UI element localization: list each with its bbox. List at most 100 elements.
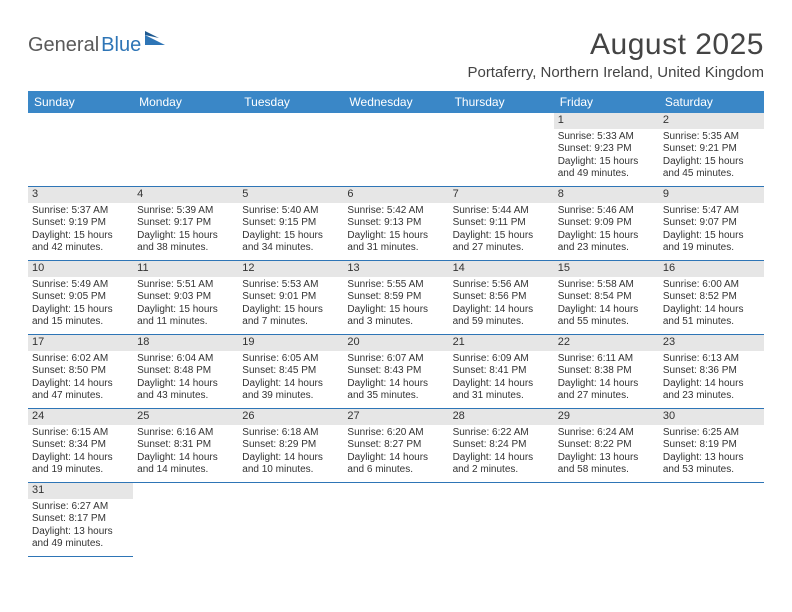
weekday-header: Sunday — [28, 91, 133, 113]
daylight-text: Daylight: 15 hours and 45 minutes. — [663, 156, 760, 181]
daylight-text: Daylight: 15 hours and 42 minutes. — [32, 230, 129, 255]
calendar-cell: 31Sunrise: 6:27 AMSunset: 8:17 PMDayligh… — [28, 483, 133, 557]
sunset-text: Sunset: 8:54 PM — [558, 291, 655, 304]
day-number: 31 — [28, 483, 133, 499]
day-number: 14 — [449, 261, 554, 277]
sunset-text: Sunset: 8:52 PM — [663, 291, 760, 304]
calendar-cell: 19Sunrise: 6:05 AMSunset: 8:45 PMDayligh… — [238, 335, 343, 409]
sunrise-text: Sunrise: 5:56 AM — [453, 279, 550, 292]
calendar-week-row: 17Sunrise: 6:02 AMSunset: 8:50 PMDayligh… — [28, 335, 764, 409]
day-number: 18 — [133, 335, 238, 351]
day-number: 4 — [133, 187, 238, 203]
sunrise-text: Sunrise: 6:16 AM — [137, 427, 234, 440]
day-number: 7 — [449, 187, 554, 203]
calendar-cell — [554, 483, 659, 557]
day-number: 22 — [554, 335, 659, 351]
daylight-text: Daylight: 14 hours and 55 minutes. — [558, 304, 655, 329]
sunrise-text: Sunrise: 5:46 AM — [558, 205, 655, 218]
sunrise-text: Sunrise: 5:37 AM — [32, 205, 129, 218]
day-number: 29 — [554, 409, 659, 425]
daylight-text: Daylight: 14 hours and 19 minutes. — [32, 452, 129, 477]
calendar-cell: 18Sunrise: 6:04 AMSunset: 8:48 PMDayligh… — [133, 335, 238, 409]
calendar-week-row: 3Sunrise: 5:37 AMSunset: 9:19 PMDaylight… — [28, 187, 764, 261]
day-number: 20 — [343, 335, 448, 351]
daylight-text: Daylight: 14 hours and 35 minutes. — [347, 378, 444, 403]
sunrise-text: Sunrise: 6:13 AM — [663, 353, 760, 366]
logo: General Blue — [28, 34, 167, 57]
calendar-cell: 1 Sunrise: 5:33 AMSunset: 9:23 PMDaylight… — [554, 113, 659, 187]
calendar-cell: 11Sunrise: 5:51 AMSunset: 9:03 PMDayligh… — [133, 261, 238, 335]
calendar-cell — [343, 113, 448, 187]
location-subtitle: Portaferry, Northern Ireland, United Kin… — [467, 64, 764, 81]
day-number: 15 — [554, 261, 659, 277]
calendar-table: SundayMondayTuesdayWednesdayThursdayFrid… — [28, 91, 764, 557]
sunrise-text: Sunrise: 6:11 AM — [558, 353, 655, 366]
daylight-text: Daylight: 14 hours and 47 minutes. — [32, 378, 129, 403]
weekday-header: Tuesday — [238, 91, 343, 113]
sunset-text: Sunset: 9:11 PM — [453, 217, 550, 230]
daylight-text: Daylight: 15 hours and 19 minutes. — [663, 230, 760, 255]
day-number: 24 — [28, 409, 133, 425]
weekday-header: Friday — [554, 91, 659, 113]
calendar-week-row: 31Sunrise: 6:27 AMSunset: 8:17 PMDayligh… — [28, 483, 764, 557]
sunrise-text: Sunrise: 5:42 AM — [347, 205, 444, 218]
title-block: August 2025 Portaferry, Northern Ireland… — [467, 28, 764, 81]
sunrise-text: Sunrise: 6:24 AM — [558, 427, 655, 440]
sunset-text: Sunset: 9:13 PM — [347, 217, 444, 230]
day-number: 10 — [28, 261, 133, 277]
logo-flag-icon — [145, 31, 167, 52]
calendar-page: General Blue August 2025 Portaferry, Nor… — [0, 0, 792, 557]
calendar-cell: 12Sunrise: 5:53 AMSunset: 9:01 PMDayligh… — [238, 261, 343, 335]
day-number: 5 — [238, 187, 343, 203]
day-number: 30 — [659, 409, 764, 425]
sunrise-text: Sunrise: 5:40 AM — [242, 205, 339, 218]
sunset-text: Sunset: 9:07 PM — [663, 217, 760, 230]
day-number: 2 — [659, 113, 764, 129]
daylight-text: Daylight: 15 hours and 49 minutes. — [558, 156, 655, 181]
calendar-cell: 25Sunrise: 6:16 AMSunset: 8:31 PMDayligh… — [133, 409, 238, 483]
day-number: 27 — [343, 409, 448, 425]
calendar-cell: 26Sunrise: 6:18 AMSunset: 8:29 PMDayligh… — [238, 409, 343, 483]
sunrise-text: Sunrise: 6:20 AM — [347, 427, 444, 440]
daylight-text: Daylight: 14 hours and 2 minutes. — [453, 452, 550, 477]
daylight-text: Daylight: 13 hours and 53 minutes. — [663, 452, 760, 477]
calendar-cell: 28Sunrise: 6:22 AMSunset: 8:24 PMDayligh… — [449, 409, 554, 483]
calendar-cell — [449, 483, 554, 557]
daylight-text: Daylight: 15 hours and 15 minutes. — [32, 304, 129, 329]
sunset-text: Sunset: 8:48 PM — [137, 365, 234, 378]
sunset-text: Sunset: 8:22 PM — [558, 439, 655, 452]
sunrise-text: Sunrise: 6:00 AM — [663, 279, 760, 292]
daylight-text: Daylight: 13 hours and 49 minutes. — [32, 526, 129, 551]
sunset-text: Sunset: 8:29 PM — [242, 439, 339, 452]
sunrise-text: Sunrise: 6:09 AM — [453, 353, 550, 366]
calendar-cell: 23Sunrise: 6:13 AMSunset: 8:36 PMDayligh… — [659, 335, 764, 409]
calendar-cell: 27Sunrise: 6:20 AMSunset: 8:27 PMDayligh… — [343, 409, 448, 483]
day-number: 1 — [554, 113, 659, 129]
sunset-text: Sunset: 9:23 PM — [558, 143, 655, 156]
day-number: 16 — [659, 261, 764, 277]
calendar-cell: 8Sunrise: 5:46 AMSunset: 9:09 PMDaylight… — [554, 187, 659, 261]
calendar-cell: 30Sunrise: 6:25 AMSunset: 8:19 PMDayligh… — [659, 409, 764, 483]
header-row: General Blue August 2025 Portaferry, Nor… — [28, 28, 764, 81]
calendar-cell: 22Sunrise: 6:11 AMSunset: 8:38 PMDayligh… — [554, 335, 659, 409]
calendar-cell: 9Sunrise: 5:47 AMSunset: 9:07 PMDaylight… — [659, 187, 764, 261]
day-number: 17 — [28, 335, 133, 351]
day-number: 11 — [133, 261, 238, 277]
sunrise-text: Sunrise: 5:33 AM — [558, 131, 655, 144]
calendar-cell: 15Sunrise: 5:58 AMSunset: 8:54 PMDayligh… — [554, 261, 659, 335]
sunrise-text: Sunrise: 5:39 AM — [137, 205, 234, 218]
day-number: 3 — [28, 187, 133, 203]
sunset-text: Sunset: 8:41 PM — [453, 365, 550, 378]
day-number: 19 — [238, 335, 343, 351]
sunset-text: Sunset: 8:59 PM — [347, 291, 444, 304]
sunset-text: Sunset: 9:01 PM — [242, 291, 339, 304]
calendar-cell — [449, 113, 554, 187]
day-number: 26 — [238, 409, 343, 425]
sunrise-text: Sunrise: 6:22 AM — [453, 427, 550, 440]
day-number: 28 — [449, 409, 554, 425]
sunrise-text: Sunrise: 6:04 AM — [137, 353, 234, 366]
daylight-text: Daylight: 14 hours and 27 minutes. — [558, 378, 655, 403]
daylight-text: Daylight: 15 hours and 27 minutes. — [453, 230, 550, 255]
calendar-cell: 14Sunrise: 5:56 AMSunset: 8:56 PMDayligh… — [449, 261, 554, 335]
sunset-text: Sunset: 8:17 PM — [32, 513, 129, 526]
